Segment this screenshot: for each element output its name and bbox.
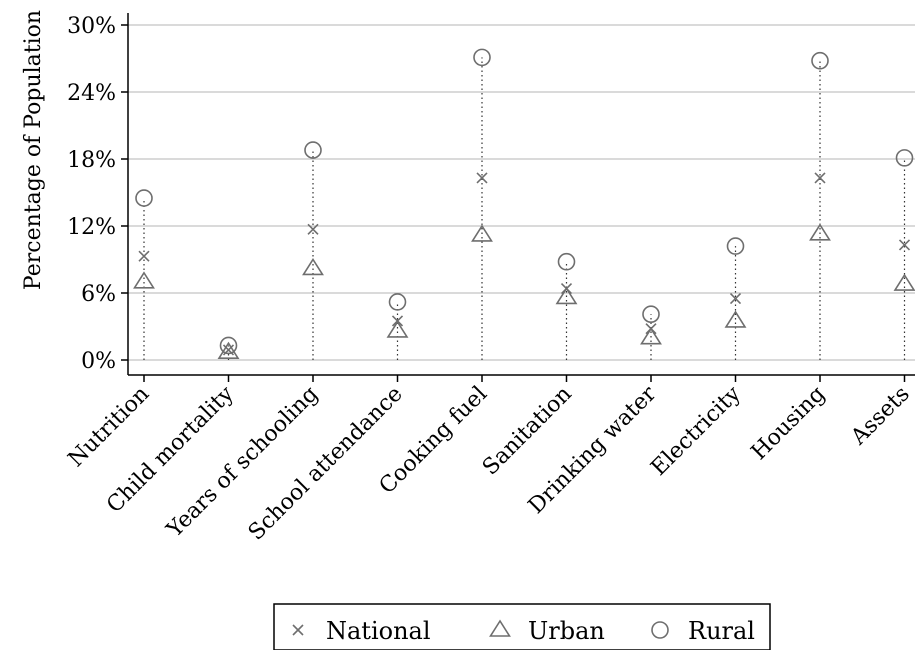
rural-marker: [642, 305, 660, 324]
x-tick-label: Assets: [846, 382, 915, 451]
national-marker: [476, 172, 488, 184]
x-tick-label: Nutrition: [64, 382, 155, 473]
legend-national-marker: [292, 624, 304, 636]
national-marker: [138, 250, 150, 262]
y-tick-label: 0%: [81, 349, 116, 374]
rural-marker: [304, 141, 322, 159]
urban-marker: [471, 224, 493, 242]
grid-lines: [128, 24, 915, 361]
national-marker: [729, 293, 742, 305]
urban-marker: [217, 341, 240, 359]
stem-lines: [143, 57, 906, 360]
legend-label: National: [326, 617, 431, 645]
national-marker: [898, 239, 911, 251]
national-marker: [814, 172, 826, 184]
rural-marker: [473, 48, 491, 67]
urban-marker: [893, 273, 915, 291]
y-tick-label: 6%: [81, 282, 116, 307]
rural-marker: [726, 237, 745, 255]
national-marker: [307, 223, 319, 235]
urban-marker: [640, 327, 662, 345]
urban-marker: [302, 257, 324, 276]
rural-marker: [557, 252, 576, 271]
legend-label: Urban: [528, 617, 605, 645]
urban-marker: [386, 320, 409, 338]
legend-rural-marker: [651, 621, 669, 639]
data-markers: [133, 48, 915, 359]
y-tick-label: 30%: [67, 14, 116, 39]
x-tick-label: Electricity: [646, 381, 746, 481]
rural-marker: [219, 336, 238, 355]
rural-marker: [895, 149, 914, 167]
x-tick-label: School attendance: [244, 382, 408, 546]
y-tick-label: 24%: [67, 81, 116, 106]
y-axis-title: Percentage of Population: [21, 10, 46, 290]
rural-marker: [135, 189, 153, 207]
urban-marker: [724, 310, 747, 328]
urban-marker: [555, 286, 578, 305]
y-tick-label: 12%: [67, 215, 116, 240]
x-tick-label: Years of schooling: [162, 382, 324, 544]
urban-marker: [809, 223, 831, 241]
y-axis: 0% 6% 12% 18% 24% 30%: [67, 13, 129, 375]
legend-label: Rural: [688, 617, 755, 645]
rural-marker: [388, 293, 407, 311]
y-tick-label: 18%: [67, 148, 116, 173]
x-tick-label: Housing: [747, 382, 831, 466]
urban-marker: [133, 271, 155, 289]
legend: National Urban Rural: [273, 603, 771, 650]
rural-marker: [811, 51, 829, 70]
legend-box: [273, 603, 771, 650]
legend-urban-marker: [489, 619, 511, 637]
